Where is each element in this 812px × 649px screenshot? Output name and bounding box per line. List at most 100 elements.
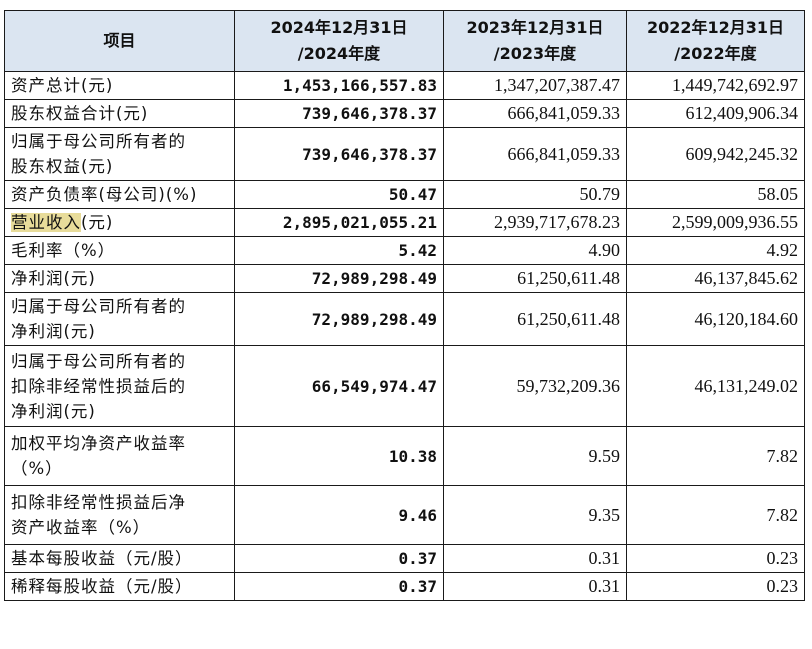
- financial-data-table: 项目 2024年12月31日 /2024年度 2023年12月31日 /2023…: [4, 10, 805, 601]
- table-row: 基本每股收益（元/股） 0.37 0.31 0.23: [4, 544, 805, 573]
- header-row: 项目 2024年12月31日 /2024年度 2023年12月31日 /2023…: [4, 10, 805, 72]
- cell-2023: 4.90: [443, 236, 627, 265]
- header-2022-year: /2022年度: [674, 44, 757, 63]
- header-2022: 2022年12月31日 /2022年度: [626, 10, 805, 72]
- row-label: 归属于母公司所有者的 净利润(元): [4, 292, 235, 346]
- header-2022-date: 2022年12月31日: [646, 18, 785, 37]
- row-label-line: 扣除非经常性损益后净: [11, 493, 186, 512]
- table-header: 项目 2024年12月31日 /2024年度 2023年12月31日 /2023…: [4, 10, 805, 72]
- row-label-line: 净利润(元): [11, 322, 96, 341]
- row-label-line: 净利润(元): [11, 269, 96, 288]
- cell-2024: 72,989,298.49: [234, 264, 444, 293]
- row-label: 营业收入(元): [4, 208, 235, 237]
- row-label-line: 资产负债率(母公司)(%): [11, 185, 198, 204]
- row-label-line: 加权平均净资产收益率: [11, 434, 186, 453]
- row-label-line: 归属于母公司所有者的: [11, 351, 186, 371]
- cell-2023: 59,732,209.36: [443, 345, 627, 427]
- cell-2024: 50.47: [234, 180, 444, 209]
- row-label-line: 归属于母公司所有者的: [11, 297, 186, 316]
- table-row: 净利润(元) 72,989,298.49 61,250,611.48 46,13…: [4, 264, 805, 293]
- cell-2022: 58.05: [626, 180, 805, 209]
- cell-2024: 72,989,298.49: [234, 292, 444, 346]
- row-label-line: 毛利率（%）: [11, 241, 116, 260]
- cell-2023: 9.35: [443, 485, 627, 545]
- cell-2023: 1,347,207,387.47: [443, 71, 627, 100]
- header-2023-year: /2023年度: [493, 44, 577, 63]
- header-2024-year: /2024年度: [297, 44, 381, 63]
- cell-2022: 7.82: [626, 426, 805, 486]
- table-row: 营业收入(元) 2,895,021,055.21 2,939,717,678.2…: [4, 208, 805, 237]
- row-label: 资产总计(元): [4, 71, 235, 100]
- cell-2022: 2,599,009,936.55: [626, 208, 805, 237]
- cell-2024: 0.37: [234, 544, 444, 573]
- row-label: 稀释每股收益（元/股）: [4, 572, 235, 601]
- table-row: 稀释每股收益（元/股） 0.37 0.31 0.23: [4, 572, 805, 601]
- row-label-line: 股东权益(元): [11, 157, 114, 176]
- cell-2023: 0.31: [443, 544, 627, 573]
- row-label-line: 资产收益率（%）: [11, 518, 151, 537]
- row-label-line: 稀释每股收益（元/股）: [11, 577, 193, 596]
- row-label-line: 归属于母公司所有者的: [11, 132, 186, 151]
- cell-2022: 7.82: [626, 485, 805, 545]
- cell-2022: 612,409,906.34: [626, 99, 805, 128]
- row-label-line: 扣除非经常性损益后的: [11, 376, 186, 396]
- cell-2023: 0.31: [443, 572, 627, 601]
- row-label-line: （%）: [11, 459, 63, 478]
- cell-2024: 2,895,021,055.21: [234, 208, 444, 237]
- row-label: 净利润(元): [4, 264, 235, 293]
- table-row: 毛利率（%） 5.42 4.90 4.92: [4, 236, 805, 265]
- table-body: 资产总计(元) 1,453,166,557.83 1,347,207,387.4…: [4, 71, 805, 601]
- highlighted-term: 营业收入: [11, 213, 81, 232]
- cell-2022: 609,942,245.32: [626, 127, 805, 181]
- row-label-line: 净利润(元): [11, 401, 96, 421]
- row-label-unit: (元): [81, 213, 114, 232]
- cell-2024: 9.46: [234, 485, 444, 545]
- cell-2023: 61,250,611.48: [443, 264, 627, 293]
- cell-2024: 0.37: [234, 572, 444, 601]
- cell-2023: 2,939,717,678.23: [443, 208, 627, 237]
- cell-2024: 739,646,378.37: [234, 127, 444, 181]
- row-label: 基本每股收益（元/股）: [4, 544, 235, 573]
- header-2023: 2023年12月31日 /2023年度: [443, 10, 627, 72]
- cell-2024: 66,549,974.47: [234, 345, 444, 427]
- cell-2022: 46,131,249.02: [626, 345, 805, 427]
- financial-table-container: 项目 2024年12月31日 /2024年度 2023年12月31日 /2023…: [4, 10, 805, 601]
- cell-2023: 9.59: [443, 426, 627, 486]
- row-label: 归属于母公司所有者的 股东权益(元): [4, 127, 235, 181]
- table-row: 股东权益合计(元) 739,646,378.37 666,841,059.33 …: [4, 99, 805, 128]
- row-label: 扣除非经常性损益后净 资产收益率（%）: [4, 485, 235, 545]
- cell-2022: 1,449,742,692.97: [626, 71, 805, 100]
- cell-2022: 46,137,845.62: [626, 264, 805, 293]
- table-row: 资产总计(元) 1,453,166,557.83 1,347,207,387.4…: [4, 71, 805, 100]
- cell-2022: 0.23: [626, 572, 805, 601]
- cell-2024: 5.42: [234, 236, 444, 265]
- row-label: 加权平均净资产收益率 （%）: [4, 426, 235, 486]
- header-2024: 2024年12月31日 /2024年度: [234, 10, 444, 72]
- cell-2022: 0.23: [626, 544, 805, 573]
- cell-2023: 666,841,059.33: [443, 127, 627, 181]
- table-row: 归属于母公司所有者的 净利润(元) 72,989,298.49 61,250,6…: [4, 292, 805, 346]
- header-item: 项目: [4, 10, 235, 72]
- row-label: 资产负债率(母公司)(%): [4, 180, 235, 209]
- row-label: 股东权益合计(元): [4, 99, 235, 128]
- cell-2023: 61,250,611.48: [443, 292, 627, 346]
- header-2023-date: 2023年12月31日: [466, 18, 604, 37]
- cell-2024: 739,646,378.37: [234, 99, 444, 128]
- cell-2024: 10.38: [234, 426, 444, 486]
- cell-2024: 1,453,166,557.83: [234, 71, 444, 100]
- table-row: 归属于母公司所有者的 扣除非经常性损益后的 净利润(元) 66,549,974.…: [4, 345, 805, 427]
- cell-2023: 50.79: [443, 180, 627, 209]
- row-label-line: 股东权益合计(元): [11, 104, 149, 123]
- row-label-line: 基本每股收益（元/股）: [11, 549, 193, 568]
- table-row: 资产负债率(母公司)(%) 50.47 50.79 58.05: [4, 180, 805, 209]
- table-row: 扣除非经常性损益后净 资产收益率（%） 9.46 9.35 7.82: [4, 485, 805, 545]
- cell-2022: 4.92: [626, 236, 805, 265]
- cell-2023: 666,841,059.33: [443, 99, 627, 128]
- table-row: 加权平均净资产收益率 （%） 10.38 9.59 7.82: [4, 426, 805, 486]
- cell-2022: 46,120,184.60: [626, 292, 805, 346]
- row-label-line: 资产总计(元): [11, 76, 114, 95]
- header-2024-date: 2024年12月31日: [270, 18, 408, 37]
- row-label: 归属于母公司所有者的 扣除非经常性损益后的 净利润(元): [4, 345, 235, 427]
- row-label: 毛利率（%）: [4, 236, 235, 265]
- table-row: 归属于母公司所有者的 股东权益(元) 739,646,378.37 666,84…: [4, 127, 805, 181]
